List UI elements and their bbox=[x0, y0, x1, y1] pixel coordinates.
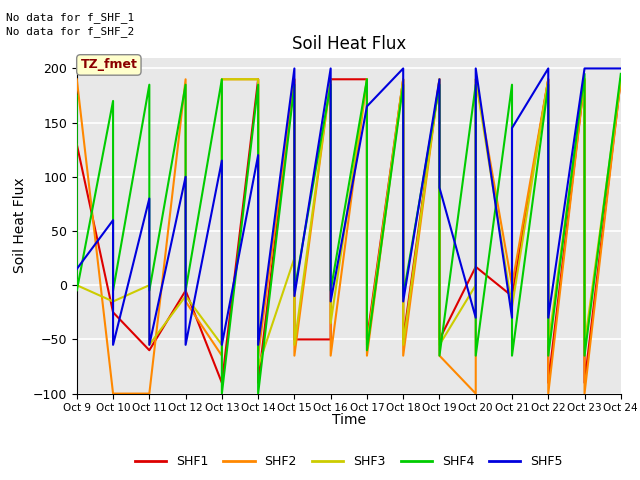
Text: TZ_fmet: TZ_fmet bbox=[81, 59, 138, 72]
Text: No data for f_SHF_1: No data for f_SHF_1 bbox=[6, 12, 134, 23]
Title: Soil Heat Flux: Soil Heat Flux bbox=[292, 35, 406, 53]
X-axis label: Time: Time bbox=[332, 413, 366, 427]
Y-axis label: Soil Heat Flux: Soil Heat Flux bbox=[13, 178, 27, 274]
Text: No data for f_SHF_2: No data for f_SHF_2 bbox=[6, 26, 134, 37]
Legend: SHF1, SHF2, SHF3, SHF4, SHF5: SHF1, SHF2, SHF3, SHF4, SHF5 bbox=[130, 450, 568, 473]
